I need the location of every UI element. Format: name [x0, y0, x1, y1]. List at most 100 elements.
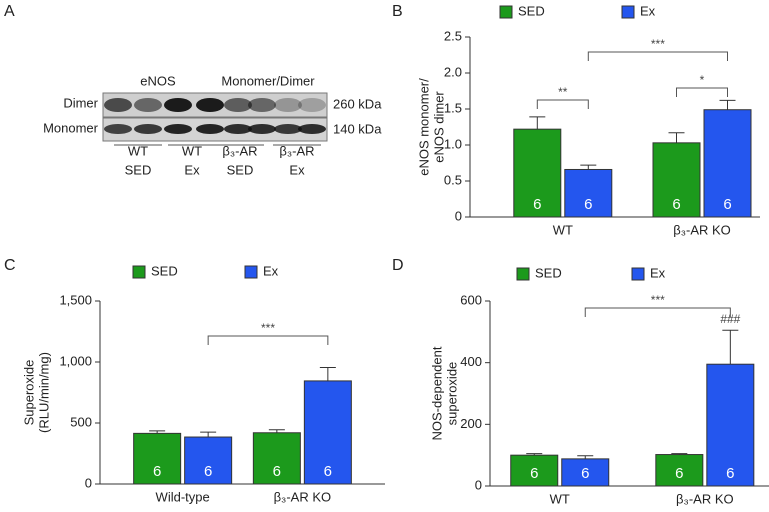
lane-label: Ex	[184, 162, 200, 177]
sig-label: ***	[651, 37, 665, 51]
y-tick-label: 2.0	[444, 64, 462, 79]
y-tick-label: 0.5	[444, 172, 462, 187]
y-tick-label: 0	[85, 475, 92, 490]
bar	[652, 142, 701, 218]
band	[274, 124, 302, 134]
lane-label: SED	[125, 162, 152, 177]
legend-swatch	[631, 267, 645, 281]
n-label: 6	[530, 465, 538, 482]
y-axis-label: Superoxide	[21, 360, 36, 426]
x-tick-label: β₃-AR KO	[673, 222, 731, 237]
band	[164, 124, 192, 134]
sig-bracket	[587, 51, 728, 61]
x-tick-label: β₃-AR KO	[676, 491, 734, 506]
x-tick-label: WT	[553, 222, 573, 237]
bar	[703, 109, 752, 218]
legend-label: SED	[151, 263, 178, 278]
band	[196, 124, 224, 134]
band	[248, 124, 276, 134]
bar	[561, 458, 610, 487]
legend-swatch	[621, 5, 635, 19]
legend-label: Ex	[650, 265, 666, 280]
y-axis-label: eNOS monomer/	[416, 78, 431, 176]
y-tick-label: 1,500	[59, 292, 92, 307]
lane-labels: WT SED WT Ex β₃-AR SED β₃-AR Ex	[114, 143, 321, 177]
blot-panel: A eNOS Monomer/Dimer Dimer Monomer 260 k…	[4, 3, 382, 177]
bar	[706, 363, 755, 487]
bar	[655, 454, 704, 487]
legend-label: SED	[535, 265, 562, 280]
sig-label: **	[558, 85, 568, 99]
y-axis-label: NOS-dependent	[429, 346, 444, 440]
x-tick-label: β₃-AR KO	[274, 489, 332, 504]
y-tick-label: 0	[455, 208, 462, 223]
legend-swatch	[516, 267, 530, 281]
legend-label: SED	[518, 3, 545, 18]
band	[248, 98, 276, 112]
charts: B 0 0.5 1.0 1.5 2.0 2.5 eNOS monomer/eNOS dimer…	[4, 3, 769, 506]
lane-label: β₃-AR	[279, 143, 314, 158]
y-tick-label: 200	[460, 416, 482, 431]
sig-bracket	[584, 307, 731, 317]
lane-label: SED	[227, 162, 254, 177]
band	[224, 124, 252, 134]
n-label: 6	[153, 463, 161, 480]
n-label: 6	[204, 463, 212, 480]
x-tick-label: Wild-type	[156, 489, 210, 504]
bar	[564, 168, 613, 218]
row-label: Monomer	[43, 120, 99, 135]
band	[298, 124, 326, 134]
size-label: 260 kDa	[333, 96, 382, 111]
band	[274, 98, 302, 112]
band	[104, 124, 132, 134]
panel-label: D	[392, 257, 404, 274]
n-label: 6	[675, 465, 683, 482]
chart: C 0 500 1,000 1,500 Superoxide (RLU/min/mg) Wil…	[4, 257, 385, 504]
n-label: 6	[273, 463, 281, 480]
n-label: 6	[581, 465, 589, 482]
sig-bracket	[207, 335, 329, 345]
legend-swatch	[244, 265, 258, 279]
bar	[513, 128, 562, 218]
chart: B 0 0.5 1.0 1.5 2.0 2.5 eNOS monomer/eNOS dimer…	[392, 3, 760, 237]
legend-swatch	[499, 5, 513, 19]
lane-label: Ex	[289, 162, 305, 177]
bar	[252, 432, 301, 485]
band	[298, 98, 326, 112]
sig-label: ***	[651, 293, 665, 307]
y-tick-label: 1.5	[444, 100, 462, 115]
y-tick-label: 1,000	[59, 353, 92, 368]
n-label: 6	[723, 196, 731, 213]
y-axis-label: eNOS dimer	[431, 91, 446, 163]
bar	[303, 380, 352, 485]
band	[104, 98, 132, 112]
y-axis-label: superoxide	[444, 362, 459, 426]
panel-label: B	[392, 3, 403, 20]
y-tick-label: 1.0	[444, 136, 462, 151]
bands	[104, 98, 326, 134]
band	[196, 98, 224, 112]
y-axis-label: (RLU/min/mg)	[36, 352, 51, 433]
row-label: Dimer	[63, 95, 98, 110]
legend-label: Ex	[640, 3, 656, 18]
n-label: 6	[324, 463, 332, 480]
sig-label: *	[700, 73, 705, 87]
y-tick-label: 500	[70, 414, 92, 429]
blot-header: eNOS	[140, 73, 176, 88]
lane-label: β₃-AR	[222, 143, 257, 158]
blot-header: Monomer/Dimer	[221, 73, 315, 88]
sig-label: ###	[720, 312, 740, 326]
size-label: 140 kDa	[333, 121, 382, 136]
y-tick-label: 2.5	[444, 28, 462, 43]
n-label: 6	[584, 196, 592, 213]
lane-label: WT	[182, 143, 202, 158]
y-tick-label: 0	[475, 477, 482, 492]
sig-bracket	[676, 87, 728, 97]
n-label: 6	[726, 465, 734, 482]
n-label: 6	[672, 196, 680, 213]
band	[134, 98, 162, 112]
x-tick-label: WT	[550, 491, 570, 506]
sig-bracket	[536, 99, 589, 109]
y-tick-label: 400	[460, 354, 482, 369]
